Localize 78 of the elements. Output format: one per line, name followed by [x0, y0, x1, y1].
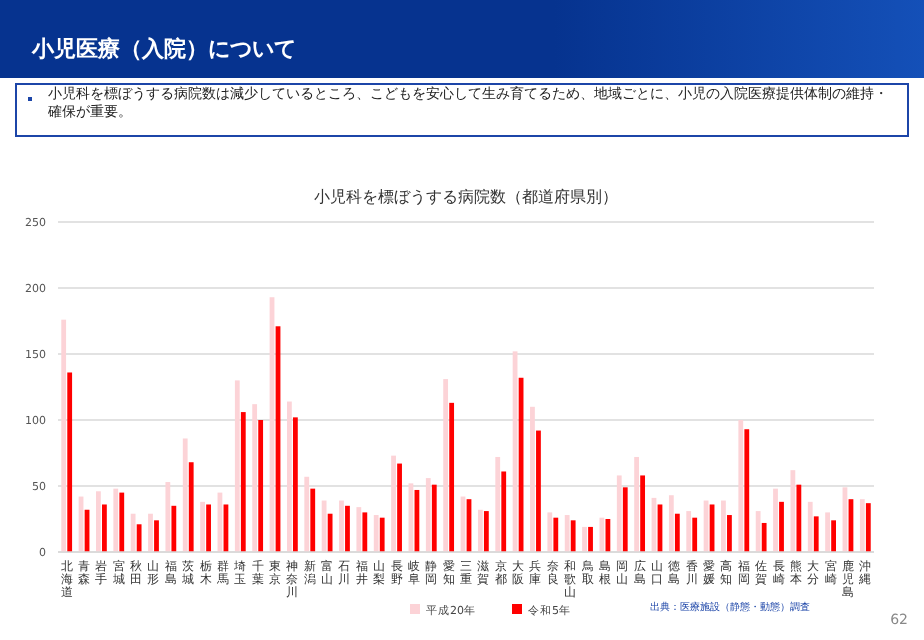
bar — [200, 501, 205, 552]
bar — [96, 491, 101, 552]
bar — [234, 380, 240, 552]
bar — [674, 513, 680, 552]
bar — [616, 475, 622, 552]
bar — [773, 488, 778, 552]
bar — [859, 499, 865, 552]
bar — [252, 404, 258, 552]
bar — [339, 500, 344, 552]
bar — [779, 501, 784, 552]
bar — [67, 372, 73, 552]
bar — [327, 513, 333, 552]
bar — [582, 526, 587, 552]
bar — [304, 476, 310, 552]
text: 小児医療（入院）について — [30, 36, 296, 62]
bar — [640, 475, 646, 552]
bar — [379, 517, 385, 552]
bar — [588, 526, 593, 552]
bar — [188, 462, 194, 552]
bar — [119, 492, 125, 552]
bar — [258, 420, 264, 552]
bar — [310, 488, 316, 552]
bar — [721, 500, 726, 552]
bar — [813, 516, 819, 552]
bar — [136, 524, 142, 552]
bar — [292, 417, 298, 552]
bar — [286, 401, 292, 552]
bar — [692, 517, 698, 552]
bar — [536, 430, 541, 552]
bar — [755, 511, 761, 552]
bar — [495, 456, 501, 552]
bar — [443, 379, 449, 552]
bar — [605, 519, 611, 552]
bar — [154, 520, 159, 552]
bar — [345, 505, 350, 552]
bar — [501, 471, 507, 552]
bar — [113, 488, 119, 552]
bar — [727, 515, 732, 552]
bar — [477, 509, 483, 552]
bar — [391, 455, 396, 552]
bar — [425, 478, 431, 552]
bar — [831, 520, 836, 552]
bar — [668, 495, 674, 552]
bar — [362, 512, 368, 552]
bar — [130, 513, 136, 552]
bar — [449, 402, 455, 552]
bar — [171, 505, 177, 552]
bar — [599, 517, 605, 552]
bar — [686, 511, 692, 552]
bar — [102, 504, 107, 552]
bar — [321, 500, 327, 552]
bar — [483, 511, 489, 552]
bar — [547, 512, 553, 552]
bar — [790, 470, 796, 552]
bar — [182, 438, 188, 552]
bar — [431, 484, 437, 552]
bar — [634, 456, 640, 552]
bar — [865, 503, 871, 552]
bar — [564, 515, 570, 552]
chart-title: 小児科を標ぼうする病院数（都道府県別） — [314, 188, 618, 206]
bar — [240, 412, 246, 552]
bar — [738, 420, 744, 552]
bar — [373, 515, 379, 552]
bar — [530, 406, 535, 552]
bar — [807, 501, 813, 552]
bar — [825, 512, 830, 552]
bar — [397, 463, 402, 552]
bar — [61, 319, 67, 552]
bar — [356, 507, 362, 552]
bar — [165, 482, 171, 552]
bar — [622, 487, 628, 552]
bar — [796, 484, 802, 552]
bar — [553, 517, 559, 552]
bar — [761, 522, 767, 552]
bar — [744, 429, 750, 552]
bar — [206, 504, 211, 552]
bar — [148, 513, 153, 552]
bar — [570, 520, 576, 552]
